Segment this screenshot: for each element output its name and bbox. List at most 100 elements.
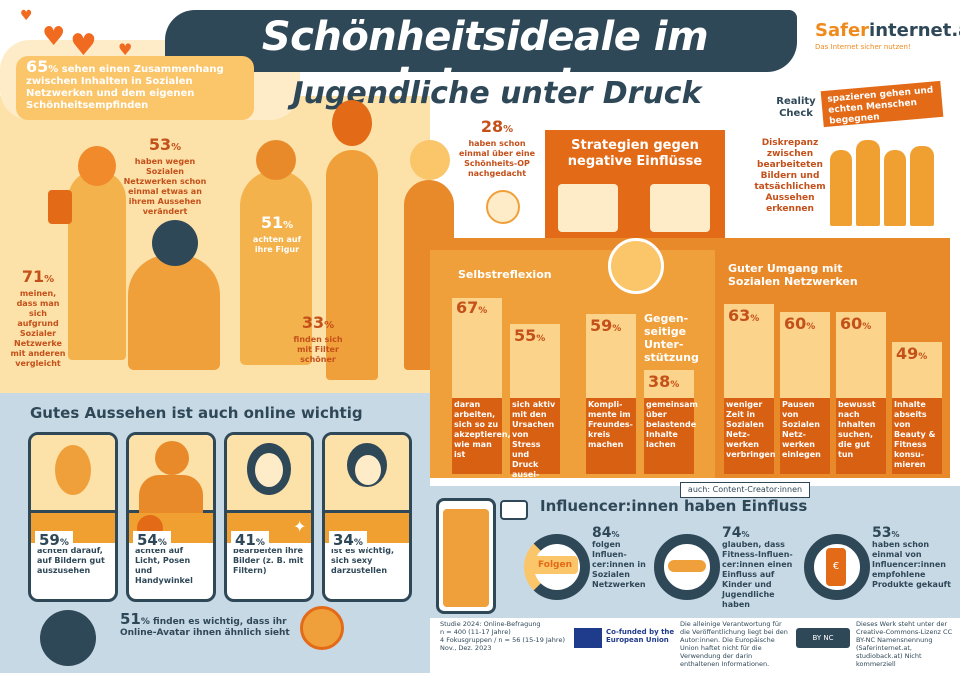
stat-53: 53% haben wegen Sozialen Netzwerken scho… — [120, 136, 210, 217]
card-illustration — [31, 435, 115, 513]
influencer-tag: auch: Content-Creator:innen — [680, 482, 810, 498]
stat-value: 33 — [301, 313, 325, 332]
like-heart-icon — [650, 184, 710, 232]
mirror-icon — [558, 184, 618, 232]
intro-stat-bubble: 65% sehen einen Zusammenhang zwischen In… — [16, 56, 254, 120]
influencer-stat: 74% glauben, dass Fitness-Influen-cer:in… — [722, 525, 802, 610]
bar-text: Kompli-mente im Freundes-kreis machen — [586, 398, 636, 474]
influencer-stat: 84% folgen Influen-cer:innen in Sozialen… — [592, 525, 652, 590]
study-focus-groups: 4 Fokusgruppen / n = 56 (15-19 Jahre) — [440, 636, 565, 644]
stat-text: finden es wichtig, dass ihr Online-Avata… — [120, 617, 290, 638]
bar-value-number: 67 — [456, 298, 479, 317]
heart-icon: ♥ — [42, 22, 66, 52]
stat-28: 28% haben schon einmal über eine Schönhe… — [452, 118, 542, 179]
bar-value-number: 63 — [728, 306, 751, 325]
stat-text: meinen, dass man sich aufgrund Sozialer … — [10, 289, 66, 368]
title-banner — [165, 10, 797, 72]
dumbbell-icon — [668, 560, 706, 572]
self-reflection-heading: Selbstreflexion — [458, 268, 552, 281]
bar-value: 38% — [648, 372, 679, 391]
person-head — [152, 220, 198, 266]
mutual-support-heading: Gegen-seitige Unter-stützung — [644, 312, 699, 364]
card-value: 54 — [137, 531, 158, 549]
influencer-stat: 53% haben schon einmal von Influencer:in… — [872, 525, 956, 590]
card-unit: % — [157, 538, 167, 548]
stat-51: 51% achten auf ihre Figur — [244, 214, 310, 255]
stat-value: 28 — [480, 117, 504, 136]
stat-value: 74 — [722, 525, 742, 541]
bar-value-number: 59 — [590, 316, 613, 335]
donut-74 — [654, 534, 720, 600]
stat-unit: % — [324, 320, 335, 331]
reality-check-label: Reality Check — [776, 96, 816, 119]
stat-value: 53 — [872, 525, 892, 541]
stat-unit: % — [283, 220, 294, 231]
bar-value-number: 60 — [784, 314, 807, 333]
bar-value: 60% — [840, 314, 871, 333]
bar-value-unit: % — [918, 352, 928, 362]
disclaimer: Die alleinige Verantwortung für die Verö… — [680, 620, 788, 668]
stat-value: 84 — [592, 525, 612, 541]
bar-value-number: 60 — [840, 314, 863, 333]
bar-value-unit: % — [750, 314, 760, 324]
stat-value: 53 — [148, 135, 172, 154]
eu-funding-label: Co-funded by the European Union — [606, 628, 675, 644]
stat-unit: % — [140, 617, 150, 627]
eu-flag-icon — [574, 628, 602, 648]
stat-text: folgen Influen-cer:innen in Sozialen Net… — [592, 540, 646, 589]
person-illustration — [68, 170, 126, 360]
logo-tagline: Das Internet sicher nutzen! — [815, 43, 911, 51]
bar-value: 49% — [896, 344, 927, 363]
stat-text: haben wegen Sozialen Netzwerken schon ei… — [123, 157, 207, 216]
bar-value-unit: % — [612, 324, 622, 334]
stat-text: glauben, dass Fitness-Influen-cer:innen … — [722, 540, 793, 609]
card-text: ist es wichtig, sich sexy darzustellen — [331, 546, 394, 575]
avatar — [300, 606, 344, 650]
megaphone-icon — [500, 500, 528, 520]
person-silhouette — [830, 150, 852, 226]
stat-text: haben schon einmal von Influencer:innen … — [872, 540, 951, 589]
stat-unit: % — [891, 530, 900, 539]
stat-unit: % — [503, 124, 514, 135]
bar-value-number: 55 — [514, 326, 537, 345]
online-card: 54% achten auf Licht, Posen und Handywin… — [126, 432, 216, 602]
stat-unit: % — [44, 274, 55, 285]
online-card: ✦ 41% bearbeiten ihre Bilder (z. B. mit … — [224, 432, 314, 602]
bar-value: 60% — [784, 314, 815, 333]
stat-text: achten auf ihre Figur — [252, 235, 302, 254]
stat-unit: % — [741, 530, 750, 539]
hands-together-icon — [608, 238, 664, 294]
bar-value-unit: % — [862, 322, 872, 332]
strategies-title: Strategien gegen negative Einflüsse — [567, 138, 703, 169]
stat-unit: % — [48, 64, 59, 75]
person-silhouette — [910, 146, 934, 226]
stat-33: 33% finden sich mit Filter schöner — [290, 314, 346, 365]
stat-text: sehen einen Zusammenhang zwischen Inhalt… — [26, 64, 224, 111]
stat-text: finden sich mit Filter schöner — [293, 335, 343, 364]
person-head — [78, 146, 116, 186]
avatar-stat: 51% finden es wichtig, dass ihr Online-A… — [120, 612, 320, 639]
stat-value: 71 — [21, 267, 45, 286]
bar-value-unit: % — [806, 322, 816, 332]
bar-value-number: 49 — [896, 344, 919, 363]
card-unit: % — [353, 538, 363, 548]
bar-value: 55% — [514, 326, 545, 345]
stat-unit: % — [611, 530, 620, 539]
logo-prefix: Safer — [815, 20, 870, 41]
card-text: achten darauf, auf Bildern gut auszusehe… — [37, 546, 105, 575]
stat-value: 65 — [26, 57, 49, 76]
sparkle-icon: ✦ — [293, 517, 307, 536]
social-media-heading: Guter Umgang mit Sozialen Netzwerken — [728, 262, 858, 288]
phone-illustration — [436, 498, 496, 614]
bar-text: Inhalte abseits von Beauty & Fitness kon… — [892, 398, 942, 474]
page-title: Schönheitsideale im Internet — [261, 14, 709, 106]
card-value: 59 — [39, 531, 60, 549]
bar-text: sich aktiv mit den Ursachen von Stress u… — [510, 398, 574, 489]
person-illustration — [326, 150, 378, 380]
online-section-title: Gutes Aussehen ist auch online wichtig — [30, 404, 363, 422]
person-silhouette — [856, 140, 880, 226]
bar-value-unit: % — [670, 380, 680, 390]
online-card: 34% ist es wichtig, sich sexy darzustell… — [322, 432, 412, 602]
stat-value: 51 — [260, 213, 284, 232]
study-info: Studie 2024: Online-Befragung n = 400 (1… — [440, 620, 570, 652]
